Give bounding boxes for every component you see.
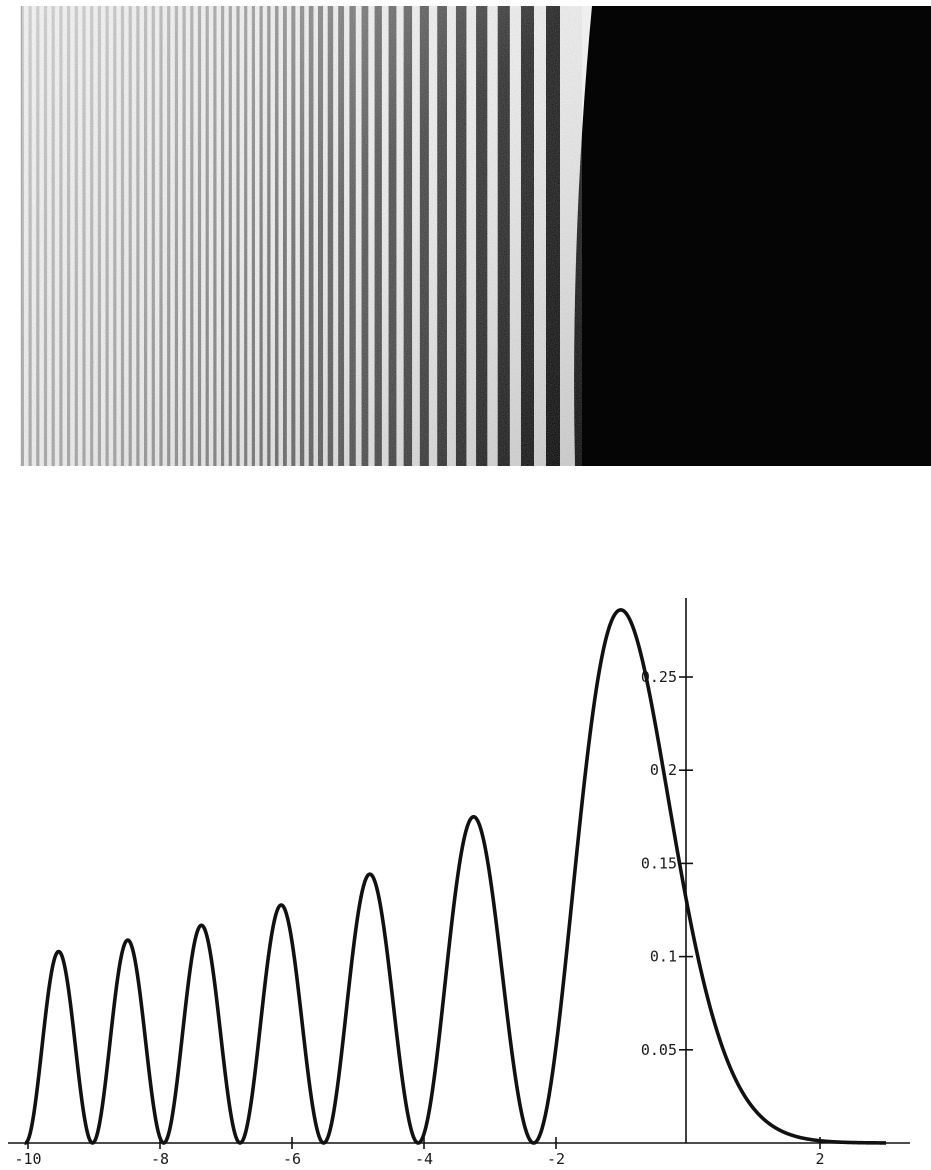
x-tick-label: -6 (283, 1150, 301, 1168)
intensity-curve (23, 608, 888, 1145)
x-tick-label: -8 (151, 1150, 169, 1168)
y-tick-label: 0.05 (641, 1041, 677, 1059)
x-tick-label: -10 (14, 1150, 41, 1168)
shadow-region (574, 6, 931, 466)
y-tick-label: 0.1 (650, 948, 677, 966)
y-tick-label: 0.15 (641, 854, 677, 872)
x-ticks: -10 -8 -6 -4 -2 2 (14, 1137, 825, 1168)
x-tick-label: 2 (815, 1150, 824, 1168)
x-tick-label: -4 (415, 1150, 433, 1168)
y-tick-label: 0.25 (641, 668, 677, 686)
interference-fringe-photo (20, 6, 931, 466)
x-tick-label: -2 (547, 1150, 565, 1168)
y-ticks: 0.050.10.150.20.25 (641, 668, 693, 1059)
